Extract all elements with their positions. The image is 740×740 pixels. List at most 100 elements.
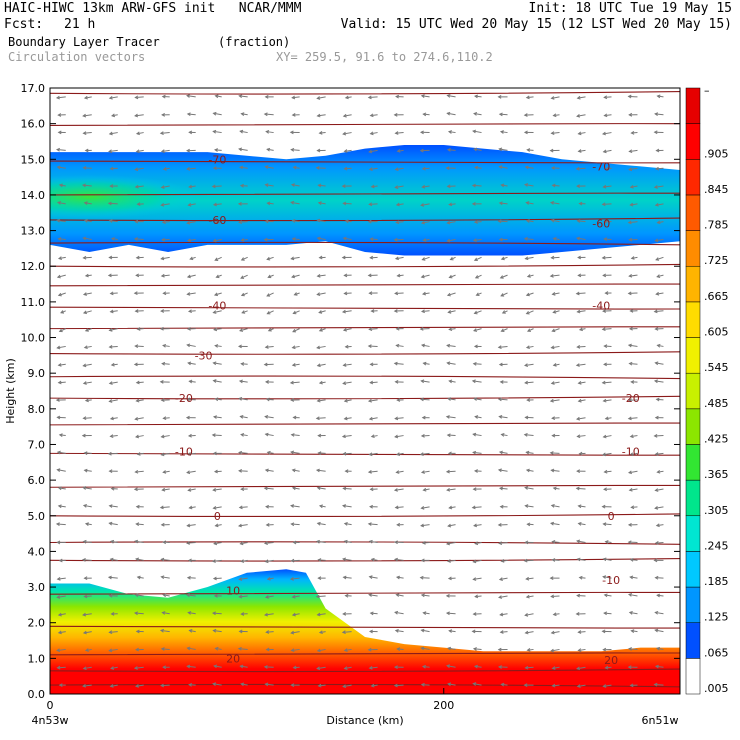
circulation-vector-head [186,292,191,296]
circulation-vector [473,328,482,332]
circulation-vector [343,114,352,117]
circulation-vector-head [55,147,60,152]
circulation-vector [215,221,222,224]
circulation-vector-head [604,665,609,670]
circulation-vector [162,612,170,615]
circulation-vector [524,363,534,367]
xy-coordinates: XY= 259.5, 91.6 to 274.6,110.2 [276,50,493,64]
circulation-vector-head [290,630,295,635]
circulation-vector [214,256,222,261]
circulation-vector [500,613,508,616]
circulation-vector-head [237,201,242,206]
circulation-vector-head [240,433,245,437]
circulation-vector [56,149,66,151]
circulation-vector [317,613,326,616]
circulation-vector [212,559,222,562]
circulation-vector-head [499,612,504,617]
circulation-vector-head [550,255,555,260]
circulation-vector-head [162,540,167,545]
circulation-vector-head [369,629,373,634]
circulation-vector-head [578,327,583,332]
circulation-vector-head [110,362,115,367]
circulation-vector [577,220,586,223]
circulation-vector-head [500,183,505,188]
circulation-vector [655,362,664,365]
circulation-vector [499,166,508,169]
circulation-vector [448,131,456,134]
circulation-vector [135,96,144,98]
circulation-vector-head [108,131,113,136]
circulation-vector [472,184,482,187]
circulation-vector [526,220,534,223]
circulation-vector-head [628,647,632,651]
field-units: (fraction) [218,35,291,49]
circulation-vector-head [290,450,295,455]
circulation-vector-head [188,184,193,189]
circulation-vector-head [602,273,607,278]
y-tick-label: 14.0 [21,189,46,202]
circulation-vector-head [341,504,347,508]
circulation-vector [291,201,300,205]
circulation-vector [369,452,378,456]
circulation-vector-head [369,611,374,616]
circulation-vector [188,203,196,206]
colorbar-label: .245 [704,539,729,552]
circulation-vector-head [368,291,373,295]
circulation-vector [629,648,638,650]
circulation-vector-head [629,683,634,688]
circulation-vector [578,132,586,135]
circulation-vector-head [160,202,165,207]
circulation-vector [58,487,66,490]
circulation-vector [240,415,248,419]
circulation-vector-head [240,362,245,366]
circulation-vector [526,292,534,296]
circulation-vector-head [188,130,193,135]
circulation-vector-head [84,328,89,332]
circulation-vector-head [316,236,321,241]
circulation-vector-head [187,558,192,563]
colorbar-label: .185 [704,575,729,588]
circulation-vector-head [628,611,633,615]
circulation-vector [189,185,196,188]
circulation-vector-head [627,522,632,527]
circulation-vector [525,631,534,634]
circulation-vector [447,94,456,98]
circulation-vector-head [498,486,503,491]
circulation-vector-head [212,628,217,633]
circulation-vector-head [241,310,246,314]
circulation-vector-head [343,522,348,526]
circulation-vector-head [370,309,375,313]
circulation-vector-head [628,167,633,172]
circulation-vector-head [420,593,425,598]
circulation-vector-head [237,344,242,349]
circulation-vector [239,221,248,223]
circulation-vector-head [497,219,502,224]
circulation-vector-head [214,523,219,528]
circulation-vector [239,506,248,509]
circulation-vector-head [473,328,478,332]
circulation-vector [317,522,326,526]
temperature-contour [50,652,680,656]
temperature-contour [50,557,680,562]
circulation-vector-head [318,380,323,385]
circulation-vector [318,202,326,205]
circulation-vector-head [446,184,451,189]
circulation-vector-head [188,629,193,633]
circulation-vector-head [368,575,373,579]
circulation-vector [343,684,352,688]
circulation-vector-head [264,432,269,437]
circulation-vector-head [576,469,581,474]
circulation-vector [318,184,326,187]
circulation-vector [577,310,586,313]
circulation-vector [239,451,248,454]
circulation-vector-head [266,293,271,297]
circulation-vector-head [447,682,452,687]
circulation-vector-head [576,344,581,349]
circulation-vector-head [419,575,424,580]
circulation-vector [447,665,456,668]
circulation-vector [213,506,222,509]
circulation-vector [110,167,118,170]
circulation-vector [421,594,430,597]
circulation-vector [369,594,378,597]
circulation-vector-head [110,486,115,491]
